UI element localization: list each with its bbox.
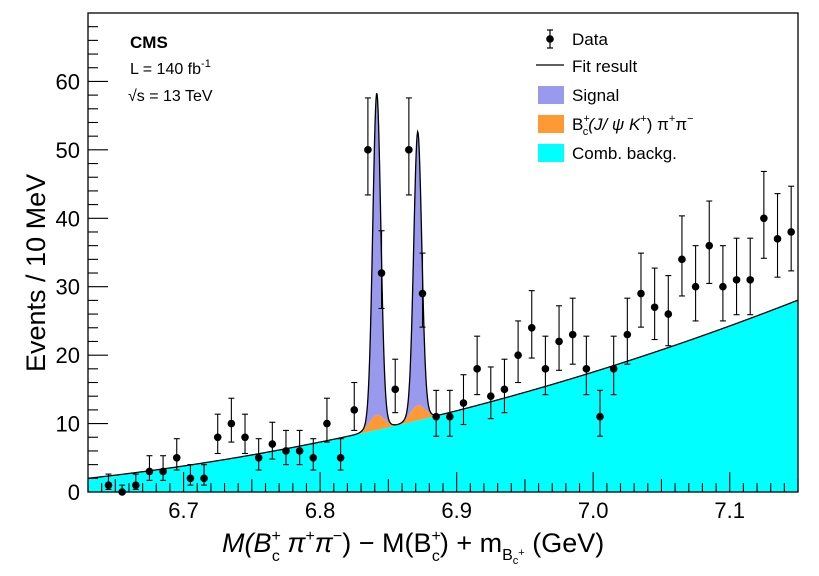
legend-peaking-swatch — [538, 115, 564, 133]
legend-data-label: Data — [572, 30, 608, 49]
data-point — [691, 245, 700, 322]
experiment-label: CMS — [130, 33, 168, 52]
y-tick-label: 30 — [56, 275, 80, 300]
data-point — [186, 464, 195, 486]
comb-background-area — [88, 300, 798, 492]
data-point — [582, 335, 591, 396]
legend-data-marker — [546, 35, 554, 43]
data-point — [172, 438, 181, 471]
data-point — [405, 97, 413, 196]
legend: Data Fit result Signal B+ c(J/ ψ K+) π+π−… — [536, 29, 694, 163]
data-point — [446, 389, 454, 437]
data-point — [131, 473, 140, 490]
x-tick-label: 6.9 — [441, 498, 472, 523]
data-point — [732, 237, 741, 316]
data-point — [541, 335, 550, 396]
data-point — [705, 200, 714, 284]
y-tick-label: 0 — [68, 480, 80, 505]
legend-signal-label: Signal — [572, 86, 619, 105]
legend-peaking-label: B+ c(J/ ψ K+) π+π− — [572, 113, 694, 138]
data-point — [500, 358, 509, 414]
data-point — [760, 170, 768, 259]
data-point — [514, 320, 522, 384]
data-point — [241, 413, 249, 455]
data-point — [336, 438, 345, 471]
data-point — [787, 185, 795, 272]
data-point — [309, 438, 318, 471]
data-point — [486, 366, 495, 420]
y-tick-label: 10 — [56, 412, 80, 437]
y-tick-label: 40 — [56, 206, 80, 231]
legend-signal-swatch — [538, 86, 564, 104]
fit-result-line — [88, 92, 798, 479]
luminosity-text: L = 140 fb — [130, 61, 201, 78]
data-point — [650, 267, 659, 341]
x-tick-label: 6.7 — [168, 498, 199, 523]
data-point — [227, 397, 236, 443]
legend-fit-label: Fit result — [572, 57, 637, 76]
data-point — [418, 252, 427, 328]
x-tick-label: 6.8 — [305, 498, 336, 523]
luminosity-exponent: -1 — [201, 58, 211, 70]
data-point — [664, 275, 673, 347]
x-axis-label: M(B+ c π+π−) − M(B+ c) + mBc+ (GeV) — [222, 528, 604, 567]
data-point — [104, 473, 113, 490]
sqrt-symbol: √ — [128, 88, 137, 105]
data-point — [377, 230, 386, 310]
data-point — [609, 335, 618, 396]
plot-layers — [88, 92, 798, 492]
data-point — [159, 455, 167, 481]
legend-comb-swatch — [538, 144, 564, 162]
legend-comb-label: Comb. backg. — [572, 144, 677, 163]
energy-label: √s = 13 TeV — [128, 88, 213, 105]
data-point — [459, 374, 468, 426]
data-point — [145, 455, 154, 481]
data-point — [637, 252, 645, 328]
data-point — [323, 397, 331, 443]
data-point — [200, 464, 208, 486]
y-axis-label: Events / 10 MeV — [21, 174, 51, 372]
y-tick-label: 50 — [56, 138, 80, 163]
data-point — [213, 413, 222, 455]
data-point — [678, 215, 686, 297]
data-point — [282, 429, 290, 466]
data-points — [104, 97, 795, 496]
y-tick-label: 20 — [56, 343, 80, 368]
energy-text: s = 13 TeV — [137, 88, 213, 105]
data-point — [773, 193, 782, 278]
data-point — [432, 389, 440, 437]
data-point — [391, 358, 400, 414]
data-point — [623, 297, 632, 365]
data-point — [719, 245, 727, 322]
data-point — [295, 429, 304, 466]
y-axis-ticks: 0 10 20 30 40 50 60 — [56, 12, 108, 505]
data-point — [350, 381, 359, 431]
data-point — [555, 305, 563, 371]
data-point — [568, 297, 577, 365]
x-tick-label: 7.0 — [578, 498, 609, 523]
data-point — [364, 97, 372, 196]
x-tick-label: 7.1 — [714, 498, 745, 523]
data-point — [746, 237, 755, 316]
data-point — [473, 335, 481, 396]
luminosity-label: L = 140 fb-1 — [130, 58, 211, 78]
data-point — [596, 389, 604, 437]
x-axis-ticks: 6.7 6.8 6.9 7.0 7.1 — [87, 472, 799, 523]
y-tick-label: 60 — [56, 69, 80, 94]
data-point — [254, 438, 263, 471]
data-point — [527, 290, 536, 359]
data-point — [268, 421, 277, 460]
